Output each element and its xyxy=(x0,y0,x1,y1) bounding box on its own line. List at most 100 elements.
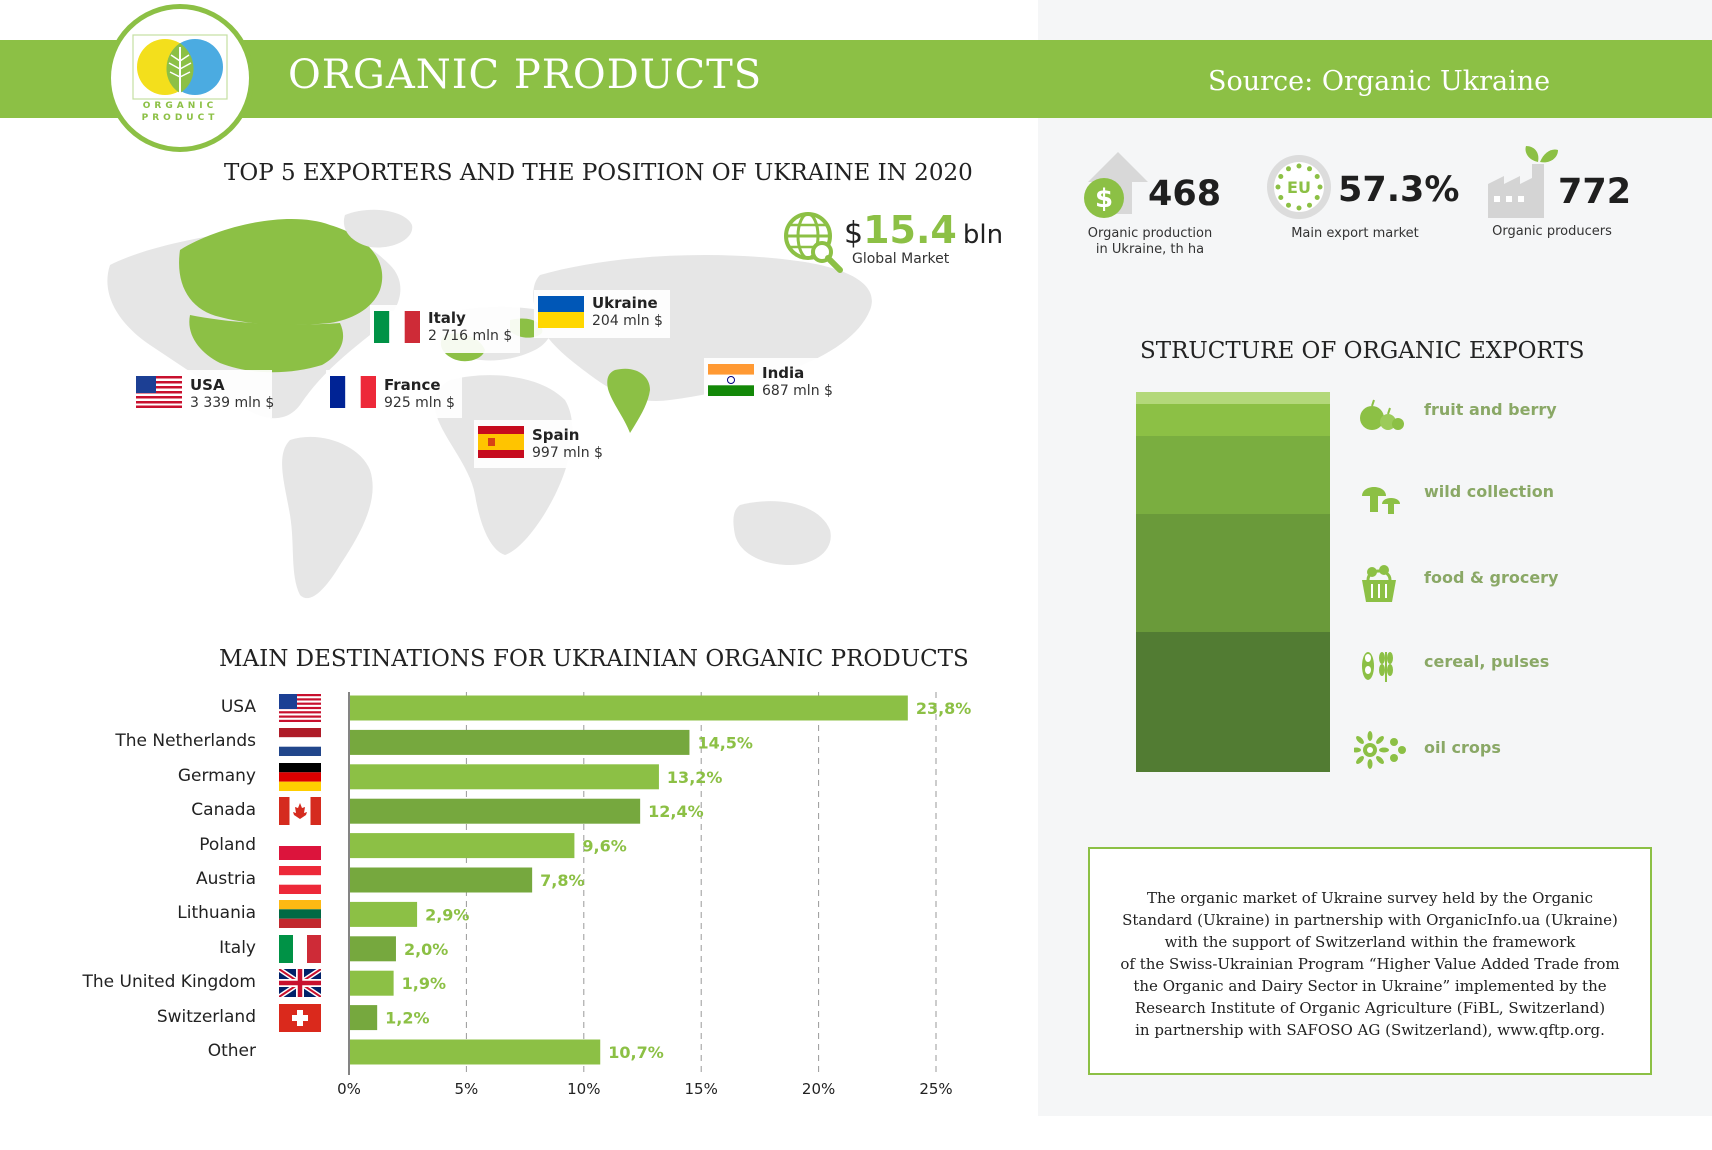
segment-fruit-and-berry xyxy=(1136,404,1330,436)
global-market-unit: bln xyxy=(962,220,1004,250)
legend-label: wild collection xyxy=(1424,482,1555,501)
sunflower-icon xyxy=(1354,731,1406,769)
destinations-bar-chart: 0% 5% 10% 15% 20% 25% 23,8% 14,5% 13,2% 12,4% 9,6%… xyxy=(337,692,971,1098)
country-label: Lithuania xyxy=(177,903,256,924)
country-label: Other xyxy=(207,1041,256,1061)
exporter-value: 687 mln $ xyxy=(762,383,833,399)
globe-search-icon xyxy=(784,212,843,273)
x-tick-label: 20% xyxy=(802,1080,835,1098)
logo-text-top: ORGANIC xyxy=(142,101,218,111)
country-label: Germany xyxy=(177,765,256,786)
italy-flag xyxy=(374,311,420,343)
country-label: Switzerland xyxy=(156,1006,256,1027)
country-label: The United Kingdom xyxy=(82,972,256,993)
legend-label: cereal, pulses xyxy=(1424,652,1550,671)
exporter-value: 2 716 mln $ xyxy=(428,328,513,344)
the-netherlands-flag xyxy=(279,728,321,757)
exporter-name: USA xyxy=(190,376,225,394)
segment-oil-crops xyxy=(1136,632,1330,772)
global-market-label: Global Market xyxy=(852,251,950,267)
bar-value-label: 9,6% xyxy=(582,837,626,856)
exporter-value: 925 mln $ xyxy=(384,395,455,411)
bar xyxy=(350,798,641,824)
x-tick-label: 5% xyxy=(455,1080,479,1098)
country-label: Italy xyxy=(219,937,256,958)
stat-value: 468 xyxy=(1148,174,1222,214)
bar xyxy=(350,1039,601,1065)
note-line: Research Institute of Organic Agricultur… xyxy=(1134,999,1606,1017)
exporter-value: 3 339 mln $ xyxy=(190,395,275,411)
bar-value-label: 10,7% xyxy=(608,1043,664,1062)
legend-label: fruit and berry xyxy=(1424,400,1557,419)
bar-value-label: 1,2% xyxy=(385,1009,429,1028)
exporter-name: Ukraine xyxy=(592,294,658,312)
structure-title: STRUCTURE OF ORGANIC EXPORTS xyxy=(1140,338,1585,364)
country-label: The Netherlands xyxy=(115,731,256,752)
exporter-name: Italy xyxy=(428,309,466,327)
note-line: the Organic and Dairy Sector in Ukraine”… xyxy=(1133,977,1607,995)
note-line: The organic market of Ukraine survey hel… xyxy=(1147,889,1593,907)
segment-wild-collection xyxy=(1136,436,1330,514)
bar xyxy=(350,901,418,927)
wheat-icon xyxy=(1362,652,1393,682)
exporter-card-ukraine: Ukraine 204 mln $ xyxy=(534,290,670,338)
exporter-card-spain: Spain 997 mln $ xyxy=(474,420,610,468)
bar xyxy=(350,764,659,790)
x-tick-label: 25% xyxy=(919,1080,952,1098)
legend-label: food & grocery xyxy=(1424,568,1559,587)
x-tick-label: 10% xyxy=(567,1080,600,1098)
eu-badge: EU xyxy=(1287,178,1311,197)
fruit-icon xyxy=(1360,399,1404,430)
structure-stack xyxy=(1136,392,1330,772)
note-box: The organic market of Ukraine survey hel… xyxy=(1088,847,1652,1075)
global-market-value-group: $15.4 bln xyxy=(844,208,1003,252)
factory-leaf-icon xyxy=(1488,146,1558,218)
bar xyxy=(350,970,394,996)
bar xyxy=(350,833,575,859)
india-flag xyxy=(708,364,754,396)
currency-symbol: $ xyxy=(844,216,864,251)
organic-logo: ORGANIC PRODUCT xyxy=(106,4,254,152)
note-text: The organic market of Ukraine survey hel… xyxy=(1110,887,1630,1041)
canada-flag xyxy=(279,797,321,826)
map-section-title: TOP 5 EXPORTERS AND THE POSITION OF UKRA… xyxy=(224,160,973,186)
exporter-value: 204 mln $ xyxy=(592,313,663,329)
bar-value-label: 1,9% xyxy=(402,974,446,993)
note-line: of the Swiss-Ukrainian Program “Higher V… xyxy=(1120,955,1620,973)
switzerland-flag xyxy=(279,1003,321,1032)
exporter-card-india: India 687 mln $ xyxy=(704,358,840,406)
bar-value-label: 13,2% xyxy=(667,768,723,787)
stat-label: Organic producers xyxy=(1492,224,1612,239)
country-label: Poland xyxy=(199,834,256,855)
bar xyxy=(350,936,396,962)
leaf-logo-icon xyxy=(132,34,228,100)
austria-flag xyxy=(279,866,321,894)
bar xyxy=(350,1005,378,1031)
exporter-card-france: France 925 mln $ xyxy=(326,370,462,418)
bar xyxy=(350,867,533,893)
stat-label: Organic production in Ukraine, th ha xyxy=(1087,226,1213,257)
global-market-value: 15.4 xyxy=(863,208,957,252)
bar-value-label: 2,0% xyxy=(404,940,448,959)
header-banner xyxy=(0,40,1712,118)
spain-flag xyxy=(478,426,524,458)
bar xyxy=(350,729,690,755)
eu-stars-icon: EU xyxy=(1267,155,1331,219)
poland-flag xyxy=(279,831,321,860)
bar-value-label: 12,4% xyxy=(648,802,704,821)
france-flag xyxy=(330,376,376,408)
germany-flag xyxy=(279,762,321,791)
usa-flag xyxy=(136,376,182,408)
logo-text-bottom: PRODUCT xyxy=(141,113,219,123)
note-line: Standard (Ukraine) in partnership with O… xyxy=(1122,911,1618,929)
stat-value: 772 xyxy=(1558,172,1632,212)
exporter-card-usa: USA 3 339 mln $ xyxy=(132,370,275,418)
bar-value-label: 7,8% xyxy=(540,871,584,890)
note-line: in partnership with SAFOSO AG (Switzerla… xyxy=(1135,1021,1605,1039)
segment-food-grocery xyxy=(1136,514,1330,632)
country-label: USA xyxy=(220,697,256,717)
basket-icon xyxy=(1362,565,1396,602)
ukraine-flag xyxy=(538,296,584,328)
country-label: Austria xyxy=(195,869,256,889)
x-tick-label: 0% xyxy=(337,1080,361,1098)
